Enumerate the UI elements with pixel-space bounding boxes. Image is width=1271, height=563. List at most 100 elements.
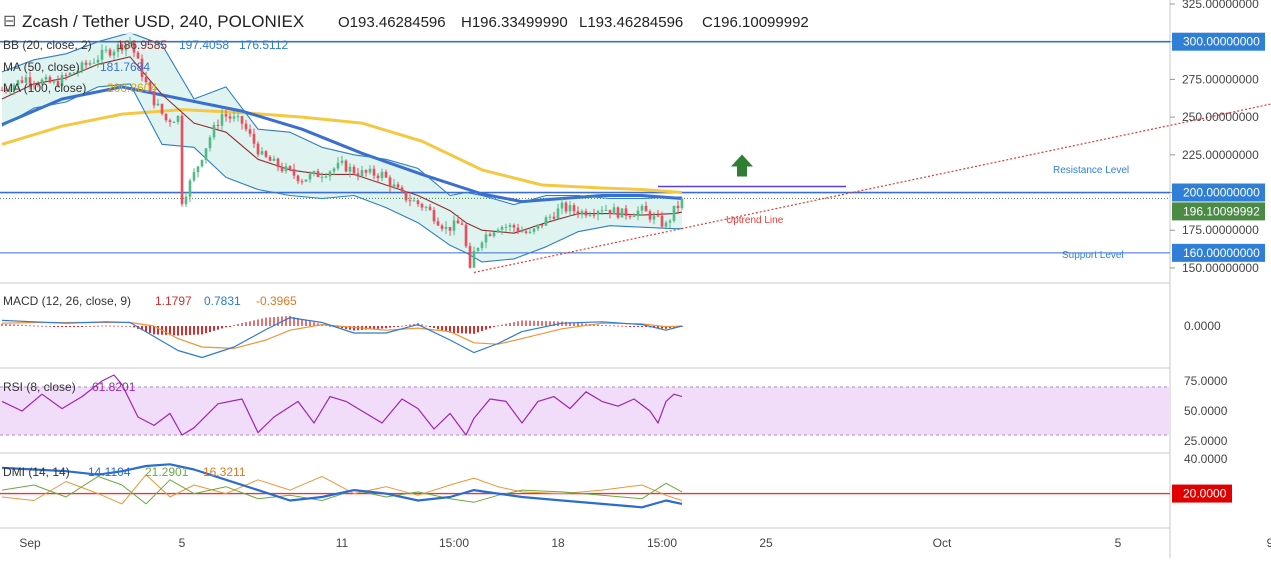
macd-histogram-bar: [409, 324, 411, 326]
macd-histogram-bar: [513, 322, 515, 326]
macd-histogram-bar: [89, 325, 91, 327]
macd-histogram-bar: [277, 316, 279, 326]
macd-histogram-bar: [229, 326, 231, 327]
candle-body: [288, 166, 292, 170]
macd-histogram-bar: [445, 326, 447, 332]
ohlc-low: L193.46284596: [579, 14, 683, 31]
candle-body: [168, 120, 172, 122]
candle-body: [516, 227, 520, 232]
macd-histogram-bar: [565, 321, 567, 326]
candle-body: [560, 202, 564, 209]
macd-histogram-bar: [297, 318, 299, 326]
candle-body: [184, 196, 188, 205]
candle-body: [16, 80, 20, 85]
price-pane[interactable]: [0, 32, 1271, 274]
macd-histogram-bar: [385, 326, 387, 329]
ma50-legend-value: 181.7684: [100, 60, 150, 74]
rsi-pane[interactable]: [0, 374, 1170, 436]
bb-legend-label[interactable]: BB (20, close, 2): [3, 38, 92, 52]
level-200-tag: 200.00000000: [1183, 186, 1260, 200]
dmi-legend-label[interactable]: DMI (14, 14): [3, 465, 70, 479]
collapse-icon[interactable]: ⊟: [3, 13, 16, 30]
candle-body: [384, 171, 388, 178]
macd-histogram-bar: [553, 321, 555, 326]
candle-body: [240, 116, 244, 124]
macd-histogram-bar: [45, 325, 47, 327]
macd-histogram-bar: [69, 326, 71, 327]
dmi-pane[interactable]: [0, 463, 1170, 509]
candle-body: [340, 160, 344, 163]
price-tick-label: 225.00000000: [1182, 148, 1259, 162]
macd-histogram-bar: [625, 325, 627, 327]
macd-histogram-bar: [425, 325, 427, 327]
dmi-legend-diminus: 16.3211: [203, 465, 246, 479]
macd-histogram-bar: [337, 326, 339, 328]
macd-histogram-bar: [489, 326, 491, 329]
level-300-tag: 300.00000000: [1183, 35, 1260, 49]
resistance-label[interactable]: Resistance Level: [1053, 165, 1129, 176]
ma100-legend-label[interactable]: MA (100, close): [3, 81, 86, 95]
macd-legend-label[interactable]: MACD (12, 26, close, 9): [3, 294, 131, 308]
uptrend-label[interactable]: Uptrend Line: [726, 215, 784, 226]
macd-histogram-bar: [25, 325, 27, 327]
candle-body: [300, 181, 304, 183]
macd-histogram-bar: [317, 323, 319, 326]
price-tick-label: 325.00000000: [1182, 0, 1259, 11]
candle-body: [268, 156, 272, 161]
macd-histogram-bar: [585, 323, 587, 326]
support-label[interactable]: Support Level: [1062, 250, 1124, 261]
uptrend-line[interactable]: [473, 84, 1271, 274]
candle-body: [388, 177, 392, 187]
candle-body: [196, 166, 200, 173]
candle-body: [352, 166, 356, 174]
candle-body: [676, 205, 680, 209]
macd-histogram-bar: [145, 326, 147, 332]
macd-histogram-bar: [657, 326, 659, 329]
macd-histogram-bar: [545, 321, 547, 326]
macd-histogram-bar: [217, 326, 219, 330]
macd-histogram-bar: [157, 326, 159, 335]
rsi-line: [1, 374, 683, 436]
macd-histogram-bar: [125, 325, 127, 327]
macd-histogram-bar: [149, 326, 151, 333]
macd-histogram-bar: [73, 326, 75, 327]
candle-body: [532, 228, 536, 232]
macd-legend-signal: -0.3965: [256, 294, 297, 308]
candle-body: [616, 207, 620, 218]
candle-body: [48, 77, 52, 83]
candle-body: [672, 205, 676, 221]
candle-body: [112, 51, 116, 56]
candle-body: [376, 175, 380, 179]
candle-body: [484, 234, 488, 243]
candle-body: [172, 121, 176, 123]
macd-pane[interactable]: [1, 315, 683, 359]
macd-histogram-bar: [121, 325, 123, 327]
candle-body: [468, 246, 472, 268]
candle-body: [0, 89, 4, 91]
macd-histogram-bar: [21, 324, 23, 326]
bb-legend-upper: 197.4058: [179, 38, 229, 52]
dmi-20-tag-bg: [1172, 484, 1232, 503]
level-160-tag: 160.00000000: [1183, 246, 1260, 260]
macd-signal-line: [1, 321, 683, 349]
ma50-legend-label[interactable]: MA (50, close): [3, 60, 80, 74]
macd-histogram-bar: [257, 319, 259, 326]
candle-body: [360, 170, 364, 177]
macd-histogram-bar: [133, 326, 135, 328]
macd-histogram-bar: [369, 326, 371, 330]
rsi-legend-label[interactable]: RSI (8, close): [3, 380, 76, 394]
candle-body: [640, 205, 644, 211]
up-arrow-icon[interactable]: [731, 154, 753, 177]
candle-body: [84, 62, 88, 65]
macd-histogram-bar: [29, 325, 31, 327]
macd-histogram-bar: [581, 323, 583, 326]
candle-body: [540, 224, 544, 226]
candle-body: [632, 216, 636, 218]
candle-body: [36, 83, 40, 85]
ma100-legend-value: 200.8604: [107, 81, 157, 95]
candle-body: [460, 223, 464, 225]
macd-histogram-bar: [613, 325, 615, 327]
candle-body: [608, 209, 612, 214]
